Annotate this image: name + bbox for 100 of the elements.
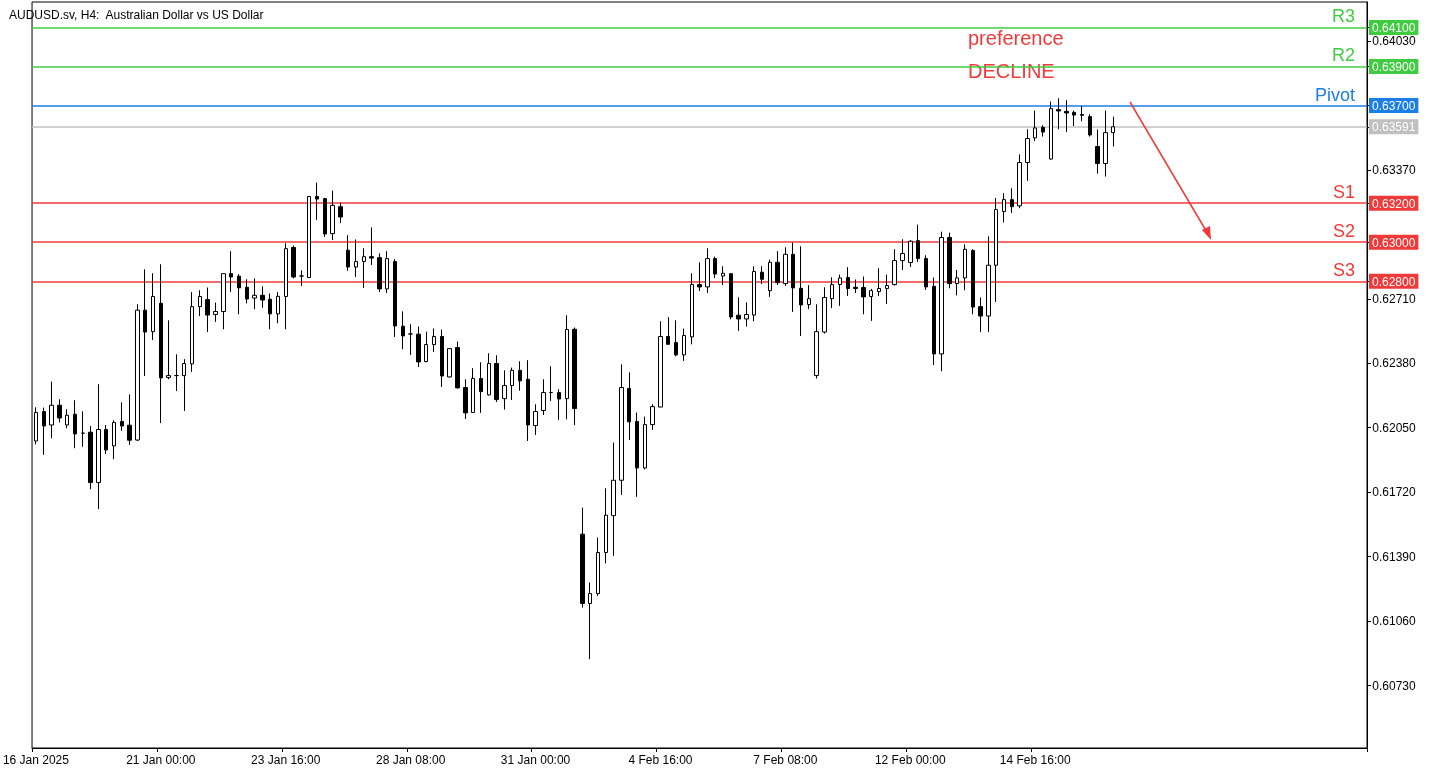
candlestick <box>932 277 936 366</box>
y-tick-label: 0.61060 <box>1369 614 1417 629</box>
y-tick-label: 0.63200 <box>1372 196 1416 211</box>
x-tick-label: 16 Jan 2025 <box>2 753 70 767</box>
candlestick <box>502 369 507 411</box>
x-tick-label: 21 Jan 00:00 <box>126 753 196 767</box>
candlestick <box>338 202 343 224</box>
candlestick <box>690 272 694 345</box>
candlestick <box>510 367 514 401</box>
y-tick-label: 0.63700 <box>1372 99 1416 113</box>
y-tick-label: 0.62380 <box>1369 356 1417 371</box>
candlestick <box>1111 116 1115 148</box>
candlestick <box>627 371 631 441</box>
candlestick <box>783 246 788 287</box>
x-tick-label: 7 Feb 08:00 <box>753 753 818 767</box>
candlestick <box>151 272 155 341</box>
x-tick-label: 4 Feb 16:00 <box>628 753 693 767</box>
candlestick <box>494 354 499 403</box>
candlestick <box>775 250 780 286</box>
candlestick <box>682 328 686 362</box>
y-tick-label: 0.64100 <box>1372 20 1416 35</box>
candlestick <box>596 536 600 597</box>
candlestick <box>96 383 101 510</box>
candlestick <box>174 353 179 392</box>
candlestick <box>408 323 413 356</box>
candlestick <box>1080 105 1084 122</box>
y-tick-label: 0.62050 <box>1369 420 1417 435</box>
candlestick <box>916 224 920 263</box>
candlestick <box>346 234 350 272</box>
x-tick-label: 28 Jan 08:00 <box>375 753 446 767</box>
candlestick <box>440 329 444 388</box>
candlestick <box>1095 129 1100 175</box>
candlestick <box>650 403 655 431</box>
candlestick <box>120 401 124 432</box>
candlestick <box>643 416 647 470</box>
candlestick <box>213 302 218 323</box>
candlestick <box>760 265 764 285</box>
candlestick <box>455 341 460 389</box>
ref-line-label: S1 <box>1332 182 1355 203</box>
y-tick-label: 0.64030 <box>1369 34 1417 49</box>
candlestick <box>166 319 171 380</box>
candlestick <box>487 352 491 397</box>
candlestick <box>892 248 897 287</box>
candlestick <box>81 410 85 448</box>
candlestick <box>549 365 553 402</box>
candlestick <box>541 378 546 416</box>
candlestick <box>104 424 108 455</box>
candlestick <box>830 276 834 309</box>
candlestick <box>744 301 749 328</box>
candlestick <box>401 310 405 350</box>
ref-line-label: S2 <box>1332 221 1355 242</box>
candlestick <box>611 442 616 557</box>
x-tick-label: 12 Feb 00:00 <box>874 753 946 767</box>
candlestick <box>971 248 975 315</box>
candlestick <box>721 265 725 286</box>
candlestick <box>284 242 288 330</box>
candlestick <box>1041 124 1045 138</box>
candlestick <box>307 196 311 279</box>
candlestick <box>572 327 577 426</box>
candlestick <box>604 487 608 564</box>
candlestick <box>799 245 803 337</box>
candlestick <box>57 398 62 423</box>
ref-line-label: R3 <box>1331 6 1355 27</box>
candlestick <box>299 269 304 287</box>
candlestick <box>260 285 265 309</box>
candlestick <box>1064 99 1069 133</box>
candlestick <box>666 316 670 345</box>
candlestick <box>635 412 639 498</box>
candlestick <box>1010 187 1014 214</box>
candlestick <box>65 408 69 429</box>
candlestick <box>588 582 592 660</box>
candlestick <box>1049 101 1053 161</box>
candlestick <box>674 319 678 357</box>
candlestick <box>362 247 366 289</box>
candlestick <box>112 419 116 460</box>
candlestick <box>1056 97 1061 130</box>
y-tick-label: 0.63000 <box>1372 235 1416 250</box>
candlestick <box>814 303 819 380</box>
candlestick <box>822 286 827 335</box>
ref-line-label: S3 <box>1332 260 1355 281</box>
ref-line-label: Pivot <box>1314 84 1355 105</box>
candlestick <box>73 399 77 449</box>
candlestick <box>315 182 319 221</box>
y-tick-label: 0.62710 <box>1369 291 1417 306</box>
candlestick <box>1088 113 1092 138</box>
text: AUDUSD.sv, H4: Australian Dollar vs US Dollar <box>9 8 264 22</box>
candlestick <box>49 381 54 439</box>
candlestick <box>268 293 272 330</box>
candlestick <box>658 320 663 408</box>
candlestick <box>385 250 389 294</box>
candlestick <box>252 277 257 310</box>
candlestick <box>229 250 233 293</box>
candlestick <box>518 360 522 392</box>
candlestick <box>416 326 421 368</box>
candlestick <box>221 273 226 330</box>
candlestick <box>986 235 991 333</box>
candlestick <box>939 231 944 372</box>
candlestick <box>393 258 397 338</box>
candlestick <box>752 265 756 322</box>
candlestick <box>955 269 959 296</box>
